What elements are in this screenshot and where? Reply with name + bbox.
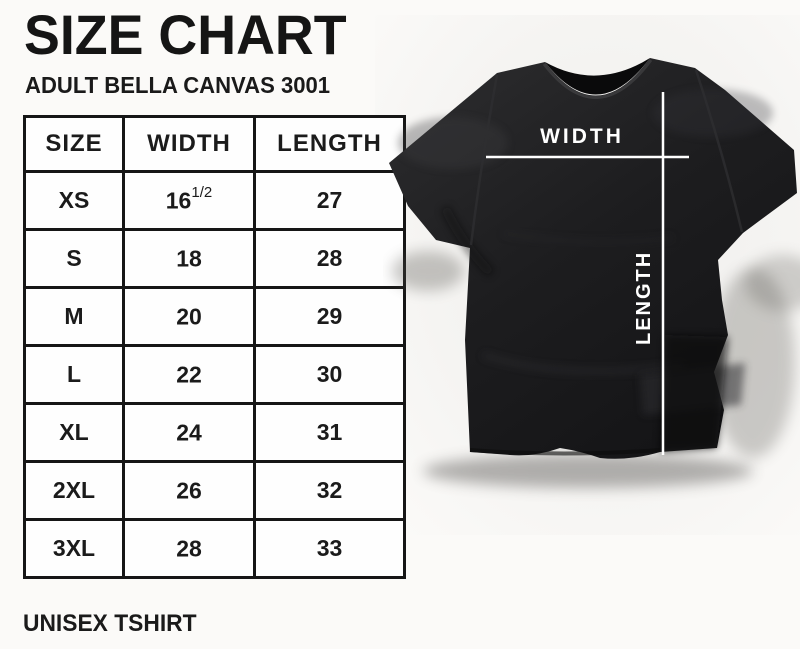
size-cell: 2XL xyxy=(23,460,125,521)
length-cell: 28 xyxy=(253,228,406,289)
header-size: SIZE xyxy=(23,115,125,173)
size-cell: XS xyxy=(23,170,125,231)
table-row: S 18 28 xyxy=(23,228,406,289)
width-value: 26 xyxy=(176,477,202,504)
table-row: L 22 30 xyxy=(23,344,406,405)
size-cell: L xyxy=(23,344,125,405)
subtitle: ADULT BELLA CANVAS 3001 xyxy=(25,72,331,98)
width-cell: 161/2 xyxy=(122,170,256,231)
width-value: 20 xyxy=(176,303,202,330)
size-cell: S xyxy=(23,228,125,289)
size-cell: 3XL xyxy=(23,518,125,579)
width-cell: 26 xyxy=(122,460,256,521)
width-value: 28 xyxy=(176,535,202,562)
header-length: LENGTH xyxy=(253,115,406,173)
footer-note: UNISEX TSHIRT xyxy=(23,610,197,637)
photo-backdrop xyxy=(375,15,800,535)
table-header-row: SIZE WIDTH LENGTH xyxy=(23,115,406,173)
table-row: 3XL 28 33 xyxy=(23,518,406,579)
size-cell: M xyxy=(23,286,125,347)
size-table: SIZE WIDTH LENGTH XS 161/2 27 S 18 28 M … xyxy=(23,115,406,579)
table-row: XS 161/2 27 xyxy=(23,170,406,231)
width-value: 18 xyxy=(176,245,202,272)
width-value: 16 xyxy=(165,187,192,214)
length-cell: 32 xyxy=(253,460,406,521)
size-cell: XL xyxy=(23,402,125,463)
length-cell: 29 xyxy=(253,286,406,347)
width-value: 22 xyxy=(176,361,202,388)
width-cell: 22 xyxy=(122,344,256,405)
table-row: M 20 29 xyxy=(23,286,406,347)
width-cell: 24 xyxy=(122,402,256,463)
length-cell: 33 xyxy=(253,518,406,579)
table-row: 2XL 26 32 xyxy=(23,460,406,521)
width-cell: 18 xyxy=(122,228,256,289)
width-cell: 28 xyxy=(122,518,256,579)
page-title: SIZE CHART xyxy=(24,3,347,66)
table-row: XL 24 31 xyxy=(23,402,406,463)
length-cell: 27 xyxy=(253,170,406,231)
length-cell: 30 xyxy=(253,344,406,405)
width-measure-label: WIDTH xyxy=(540,125,624,148)
width-fraction: 1/2 xyxy=(191,183,213,201)
width-cell: 20 xyxy=(122,286,256,347)
width-value: 24 xyxy=(176,419,202,446)
header-width: WIDTH xyxy=(122,115,256,173)
length-cell: 31 xyxy=(253,402,406,463)
length-measure-label: LENGTH xyxy=(633,250,655,345)
